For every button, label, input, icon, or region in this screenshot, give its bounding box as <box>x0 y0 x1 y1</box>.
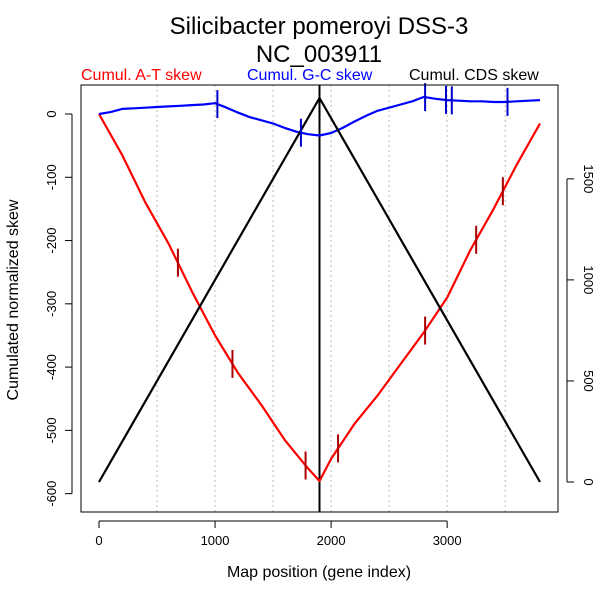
y-left-tick-label--400: -400 <box>44 354 59 380</box>
y-right-tick-label-1500: 1500 <box>581 164 596 193</box>
y-right-tick-label-1000: 1000 <box>581 265 596 294</box>
series-line-2 <box>98 96 541 483</box>
y-left-tick-label--500: -500 <box>44 417 59 443</box>
y-axis-label: Cumulated normalized skew <box>5 199 22 400</box>
plot-frame <box>80 84 559 513</box>
x-tick-label-1000: 1000 <box>201 533 230 548</box>
series-line-1 <box>98 95 541 137</box>
gridlines <box>156 85 506 512</box>
y-left-tick-label-0: 0 <box>44 110 59 117</box>
y-left-tick-label--200: -200 <box>44 228 59 254</box>
x-axis-label: Map position (gene index) <box>227 564 411 581</box>
legend-gc-skew: Cumul. G-C skew <box>247 67 373 84</box>
series-layer <box>98 85 541 512</box>
marker-layer <box>176 83 509 480</box>
y-right-tick-label-0: 0 <box>581 478 596 485</box>
y-left-tick-label--600: -600 <box>44 481 59 507</box>
chart-subtitle: NC_003911 <box>256 41 382 68</box>
legend-cds-skew: Cumul. CDS skew <box>409 67 539 84</box>
y-left-tick-label--100: -100 <box>44 164 59 190</box>
x-tick-label-3000: 3000 <box>433 533 462 548</box>
x-tick-label-2000: 2000 <box>317 533 346 548</box>
y-left-tick-label--300: -300 <box>44 291 59 317</box>
series-line-0 <box>98 113 541 483</box>
axes: 0 1000 2000 3000 0 -100 -200 -300 -400 -500 -600 0 5… <box>44 110 596 548</box>
legend-at-skew: Cumul. A-T skew <box>81 67 202 84</box>
x-tick-label-0: 0 <box>95 533 102 548</box>
chart-title: Silicibacter pomeroyi DSS-3 <box>170 13 469 40</box>
y-right-tick-label-500: 500 <box>581 370 596 392</box>
